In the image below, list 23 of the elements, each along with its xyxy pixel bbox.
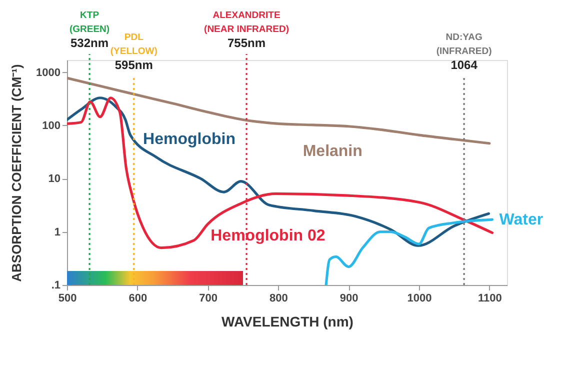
y-tick-label: 10 (48, 173, 60, 186)
series-label: Water (499, 212, 544, 229)
y-tick-label: .1 (51, 280, 60, 292)
x-tick-label: 1100 (478, 292, 502, 304)
ref-line-label: PDL (YELLOW) 595nm (110, 32, 158, 72)
y-tick-label: 100 (42, 120, 60, 132)
series-label: Hemoglobin 02 (210, 228, 326, 245)
y-axis-title: ABSORPTION COEFFICIENT (CM⁻¹) (9, 64, 24, 282)
ref-line-label: ALEXANDRITE (NEAR INFRARED) 755nm (204, 10, 290, 50)
x-tick-label: 1000 (407, 292, 432, 304)
series-label: Hemoglobin (143, 130, 236, 148)
series-label: Melanin (302, 143, 362, 160)
ref-line-label: KTP (GREEN) 532nm (69, 10, 110, 50)
y-tick-label: 1 (54, 226, 60, 238)
x-tick-label: 500 (58, 292, 77, 304)
ref-line-label: ND:YAG (INFRARED) 1064 (436, 32, 492, 72)
x-tick-label: 900 (340, 292, 358, 304)
y-tick-label: 1000 (36, 66, 60, 79)
x-axis-title: WAVELENGTH (nm) (222, 314, 354, 330)
x-tick-label: 600 (128, 292, 148, 304)
x-tick-label: 800 (270, 292, 288, 304)
x-tick-label: 700 (199, 292, 218, 304)
line-series (324, 218, 494, 285)
